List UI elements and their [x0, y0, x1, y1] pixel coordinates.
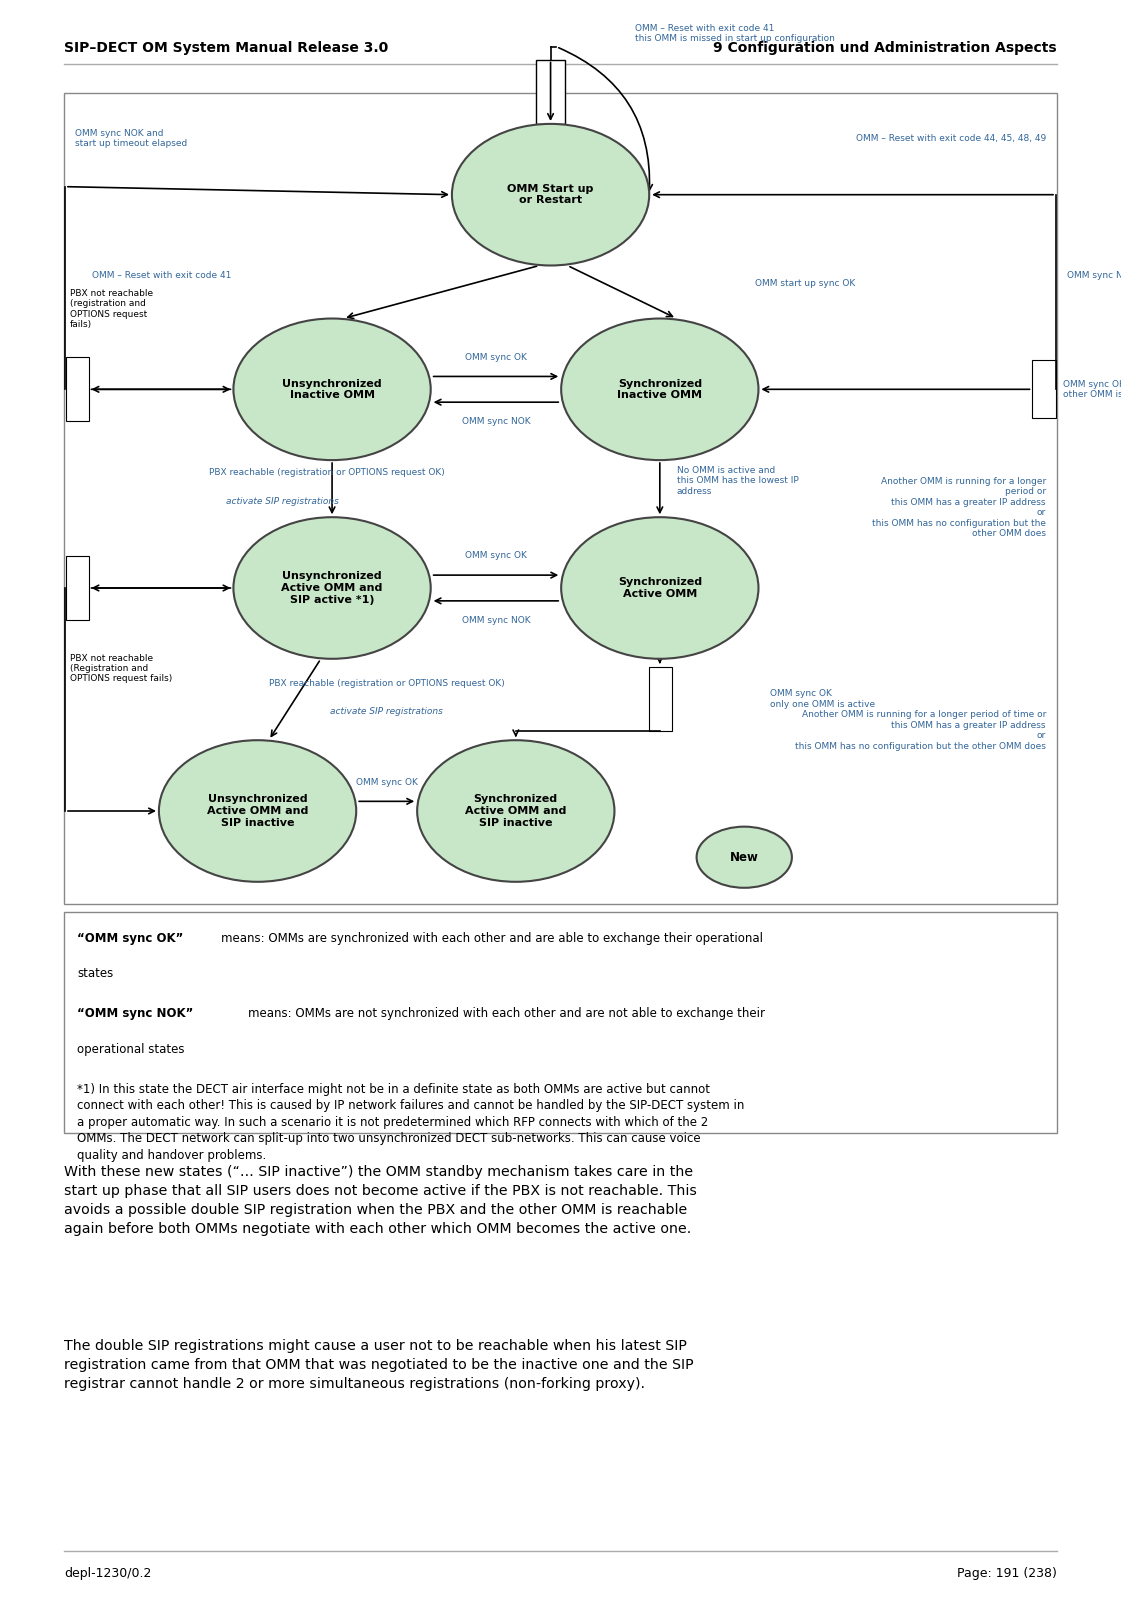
Ellipse shape	[233, 319, 430, 460]
Text: PBX reachable (registration or OPTIONS request OK): PBX reachable (registration or OPTIONS r…	[269, 679, 504, 689]
Text: “OMM sync OK”: “OMM sync OK”	[77, 932, 184, 944]
Text: Synchronized
Active OMM: Synchronized Active OMM	[618, 578, 702, 599]
Text: states: states	[77, 967, 113, 980]
Ellipse shape	[562, 319, 759, 460]
Text: Unsynchronized
Inactive OMM: Unsynchronized Inactive OMM	[282, 378, 382, 401]
Text: “OMM sync NOK”: “OMM sync NOK”	[77, 1007, 194, 1020]
Text: OMM sync OK: OMM sync OK	[465, 552, 527, 560]
Ellipse shape	[159, 740, 356, 882]
Text: Synchronized
Active OMM and
SIP inactive: Synchronized Active OMM and SIP inactive	[465, 795, 566, 827]
Text: OMM – Reset with exit code 41
this OMM is missed in start up configuration: OMM – Reset with exit code 41 this OMM i…	[634, 24, 834, 43]
Text: means: OMMs are not synchronized with each other and are not able to exchange th: means: OMMs are not synchronized with ea…	[248, 1007, 765, 1020]
Text: OMM sync OK
other OMM is active: OMM sync OK other OMM is active	[1063, 380, 1121, 399]
Ellipse shape	[562, 516, 759, 658]
Text: OMM – Reset with exit code 44, 45, 48, 49: OMM – Reset with exit code 44, 45, 48, 4…	[855, 134, 1046, 143]
Text: OMM sync NOK and
start up timeout elapsed: OMM sync NOK and start up timeout elapse…	[75, 129, 187, 148]
Text: 9 Configuration und Administration Aspects: 9 Configuration und Administration Aspec…	[713, 42, 1057, 55]
FancyBboxPatch shape	[66, 357, 89, 422]
Text: Unsynchronized
Active OMM and
SIP inactive: Unsynchronized Active OMM and SIP inacti…	[207, 795, 308, 827]
Text: means: OMMs are synchronized with each other and are able to exchange their oper: means: OMMs are synchronized with each o…	[221, 932, 762, 944]
FancyBboxPatch shape	[64, 912, 1057, 1133]
FancyBboxPatch shape	[66, 555, 89, 619]
Text: OMM sync NOK: OMM sync NOK	[462, 417, 530, 426]
Text: activate SIP registrations: activate SIP registrations	[331, 706, 443, 716]
Text: OMM – Reset with exit code 41: OMM – Reset with exit code 41	[92, 272, 231, 280]
Text: Another OMM is running for a longer
period or
this OMM has a greater IP address
: Another OMM is running for a longer peri…	[872, 476, 1046, 537]
Ellipse shape	[452, 124, 649, 265]
Ellipse shape	[233, 516, 430, 658]
Text: OMM sync NOK: OMM sync NOK	[1067, 272, 1121, 280]
Text: OMM sync NOK: OMM sync NOK	[462, 616, 530, 624]
FancyBboxPatch shape	[1032, 360, 1056, 418]
Text: The double SIP registrations might cause a user not to be reachable when his lat: The double SIP registrations might cause…	[64, 1339, 694, 1390]
Text: depl-1230/0.2: depl-1230/0.2	[64, 1567, 151, 1580]
Text: New: New	[730, 851, 759, 864]
Text: Unsynchronized
Active OMM and
SIP active *1): Unsynchronized Active OMM and SIP active…	[281, 571, 382, 605]
Text: OMM Start up
or Restart: OMM Start up or Restart	[508, 183, 594, 206]
Text: Another OMM is running for a longer period of time or
this OMM has a greater IP : Another OMM is running for a longer peri…	[795, 711, 1046, 751]
Text: Synchronized
Inactive OMM: Synchronized Inactive OMM	[618, 378, 703, 401]
Text: PBX reachable (registration or OPTIONS request OK): PBX reachable (registration or OPTIONS r…	[209, 468, 445, 476]
Text: operational states: operational states	[77, 1043, 185, 1056]
Text: OMM start up sync OK: OMM start up sync OK	[756, 280, 855, 288]
Text: PBX not reachable
(registration and
OPTIONS request
fails): PBX not reachable (registration and OPTI…	[70, 288, 152, 328]
Text: OMM sync OK: OMM sync OK	[355, 777, 418, 787]
Text: *1) In this state the DECT air interface might not be in a definite state as bot: *1) In this state the DECT air interface…	[77, 1083, 744, 1162]
Text: No OMM is active and
this OMM has the lowest IP
address: No OMM is active and this OMM has the lo…	[677, 465, 798, 496]
FancyBboxPatch shape	[64, 93, 1057, 904]
Text: Page: 191 (238): Page: 191 (238)	[957, 1567, 1057, 1580]
Text: SIP–DECT OM System Manual Release 3.0: SIP–DECT OM System Manual Release 3.0	[64, 42, 388, 55]
Ellipse shape	[696, 827, 791, 888]
Text: OMM sync OK
only one OMM is active: OMM sync OK only one OMM is active	[770, 689, 874, 708]
Ellipse shape	[417, 740, 614, 882]
FancyBboxPatch shape	[649, 666, 673, 730]
Text: With these new states (“… SIP inactive”) the OMM standby mechanism takes care in: With these new states (“… SIP inactive”)…	[64, 1165, 697, 1236]
Text: PBX not reachable
(Registration and
OPTIONS request fails): PBX not reachable (Registration and OPTI…	[70, 653, 172, 684]
FancyBboxPatch shape	[536, 60, 565, 124]
Text: activate SIP registrations: activate SIP registrations	[225, 497, 339, 505]
Text: OMM sync OK: OMM sync OK	[465, 352, 527, 362]
